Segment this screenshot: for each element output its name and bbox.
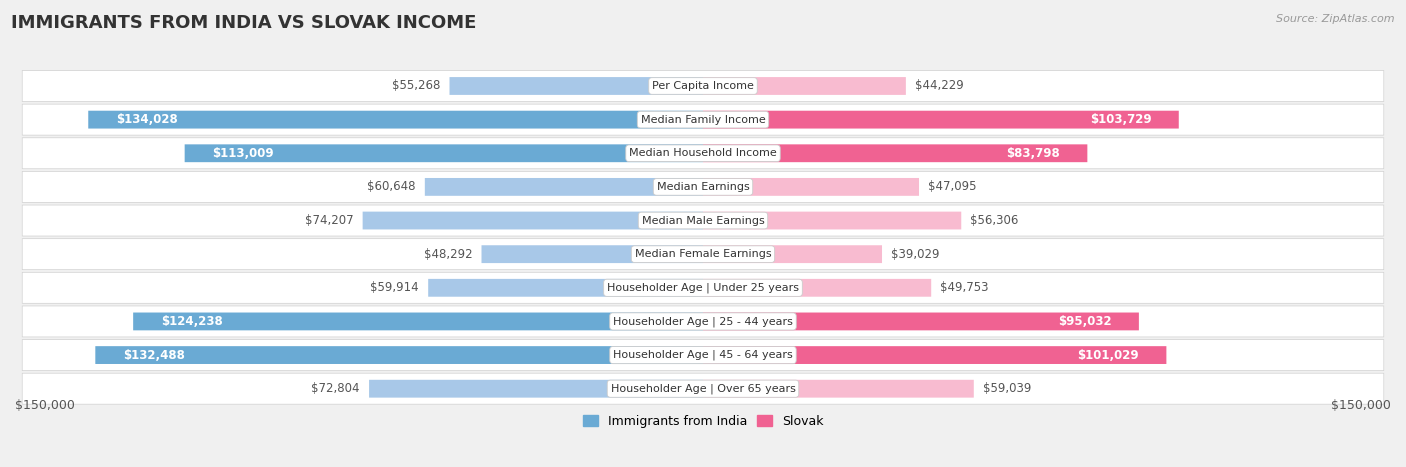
Text: $83,798: $83,798 <box>1007 147 1060 160</box>
Text: $47,095: $47,095 <box>928 180 977 193</box>
Text: $48,292: $48,292 <box>423 248 472 261</box>
Text: $150,000: $150,000 <box>1331 399 1391 412</box>
Text: $49,753: $49,753 <box>941 281 988 294</box>
FancyBboxPatch shape <box>703 346 1167 364</box>
Text: Source: ZipAtlas.com: Source: ZipAtlas.com <box>1277 14 1395 24</box>
FancyBboxPatch shape <box>425 178 703 196</box>
FancyBboxPatch shape <box>22 70 1384 102</box>
FancyBboxPatch shape <box>368 380 703 397</box>
FancyBboxPatch shape <box>22 171 1384 203</box>
Text: $113,009: $113,009 <box>212 147 274 160</box>
FancyBboxPatch shape <box>134 312 703 330</box>
FancyBboxPatch shape <box>89 111 703 128</box>
Text: $72,804: $72,804 <box>311 382 360 395</box>
FancyBboxPatch shape <box>703 380 974 397</box>
Text: Median Family Income: Median Family Income <box>641 114 765 125</box>
FancyBboxPatch shape <box>184 144 703 162</box>
FancyBboxPatch shape <box>703 111 1178 128</box>
Text: $60,648: $60,648 <box>367 180 416 193</box>
Text: Median Male Earnings: Median Male Earnings <box>641 216 765 226</box>
FancyBboxPatch shape <box>22 205 1384 236</box>
Text: $132,488: $132,488 <box>122 348 184 361</box>
Text: $59,039: $59,039 <box>983 382 1032 395</box>
Text: Householder Age | Over 65 years: Householder Age | Over 65 years <box>610 383 796 394</box>
Legend: Immigrants from India, Slovak: Immigrants from India, Slovak <box>578 410 828 433</box>
FancyBboxPatch shape <box>96 346 703 364</box>
Text: $103,729: $103,729 <box>1090 113 1152 126</box>
Text: $44,229: $44,229 <box>915 79 963 92</box>
FancyBboxPatch shape <box>22 138 1384 169</box>
FancyBboxPatch shape <box>22 272 1384 304</box>
Text: $101,029: $101,029 <box>1077 348 1139 361</box>
FancyBboxPatch shape <box>22 374 1384 404</box>
Text: $124,238: $124,238 <box>160 315 222 328</box>
FancyBboxPatch shape <box>703 279 931 297</box>
FancyBboxPatch shape <box>22 305 1384 337</box>
FancyBboxPatch shape <box>429 279 703 297</box>
FancyBboxPatch shape <box>22 238 1384 270</box>
FancyBboxPatch shape <box>22 239 1384 269</box>
Text: $74,207: $74,207 <box>305 214 353 227</box>
FancyBboxPatch shape <box>22 339 1384 371</box>
Text: $134,028: $134,028 <box>115 113 177 126</box>
FancyBboxPatch shape <box>22 104 1384 135</box>
FancyBboxPatch shape <box>703 312 1139 330</box>
Text: Median Household Income: Median Household Income <box>628 148 778 158</box>
FancyBboxPatch shape <box>22 340 1384 370</box>
FancyBboxPatch shape <box>450 77 703 95</box>
FancyBboxPatch shape <box>22 71 1384 101</box>
Text: Per Capita Income: Per Capita Income <box>652 81 754 91</box>
FancyBboxPatch shape <box>22 373 1384 404</box>
Text: Householder Age | Under 25 years: Householder Age | Under 25 years <box>607 283 799 293</box>
Text: $56,306: $56,306 <box>970 214 1019 227</box>
Text: Householder Age | 45 - 64 years: Householder Age | 45 - 64 years <box>613 350 793 361</box>
FancyBboxPatch shape <box>481 245 703 263</box>
FancyBboxPatch shape <box>363 212 703 229</box>
Text: Median Earnings: Median Earnings <box>657 182 749 192</box>
FancyBboxPatch shape <box>703 212 962 229</box>
FancyBboxPatch shape <box>22 172 1384 202</box>
FancyBboxPatch shape <box>703 77 905 95</box>
FancyBboxPatch shape <box>22 105 1384 135</box>
FancyBboxPatch shape <box>703 144 1087 162</box>
Text: Householder Age | 25 - 44 years: Householder Age | 25 - 44 years <box>613 316 793 327</box>
FancyBboxPatch shape <box>703 245 882 263</box>
FancyBboxPatch shape <box>22 137 1384 169</box>
Text: $39,029: $39,029 <box>891 248 939 261</box>
Text: $55,268: $55,268 <box>392 79 440 92</box>
Text: IMMIGRANTS FROM INDIA VS SLOVAK INCOME: IMMIGRANTS FROM INDIA VS SLOVAK INCOME <box>11 14 477 32</box>
Text: $95,032: $95,032 <box>1057 315 1111 328</box>
FancyBboxPatch shape <box>22 273 1384 303</box>
Text: $59,914: $59,914 <box>370 281 419 294</box>
FancyBboxPatch shape <box>22 306 1384 337</box>
Text: Median Female Earnings: Median Female Earnings <box>634 249 772 259</box>
FancyBboxPatch shape <box>703 178 920 196</box>
FancyBboxPatch shape <box>22 205 1384 236</box>
Text: $150,000: $150,000 <box>15 399 75 412</box>
